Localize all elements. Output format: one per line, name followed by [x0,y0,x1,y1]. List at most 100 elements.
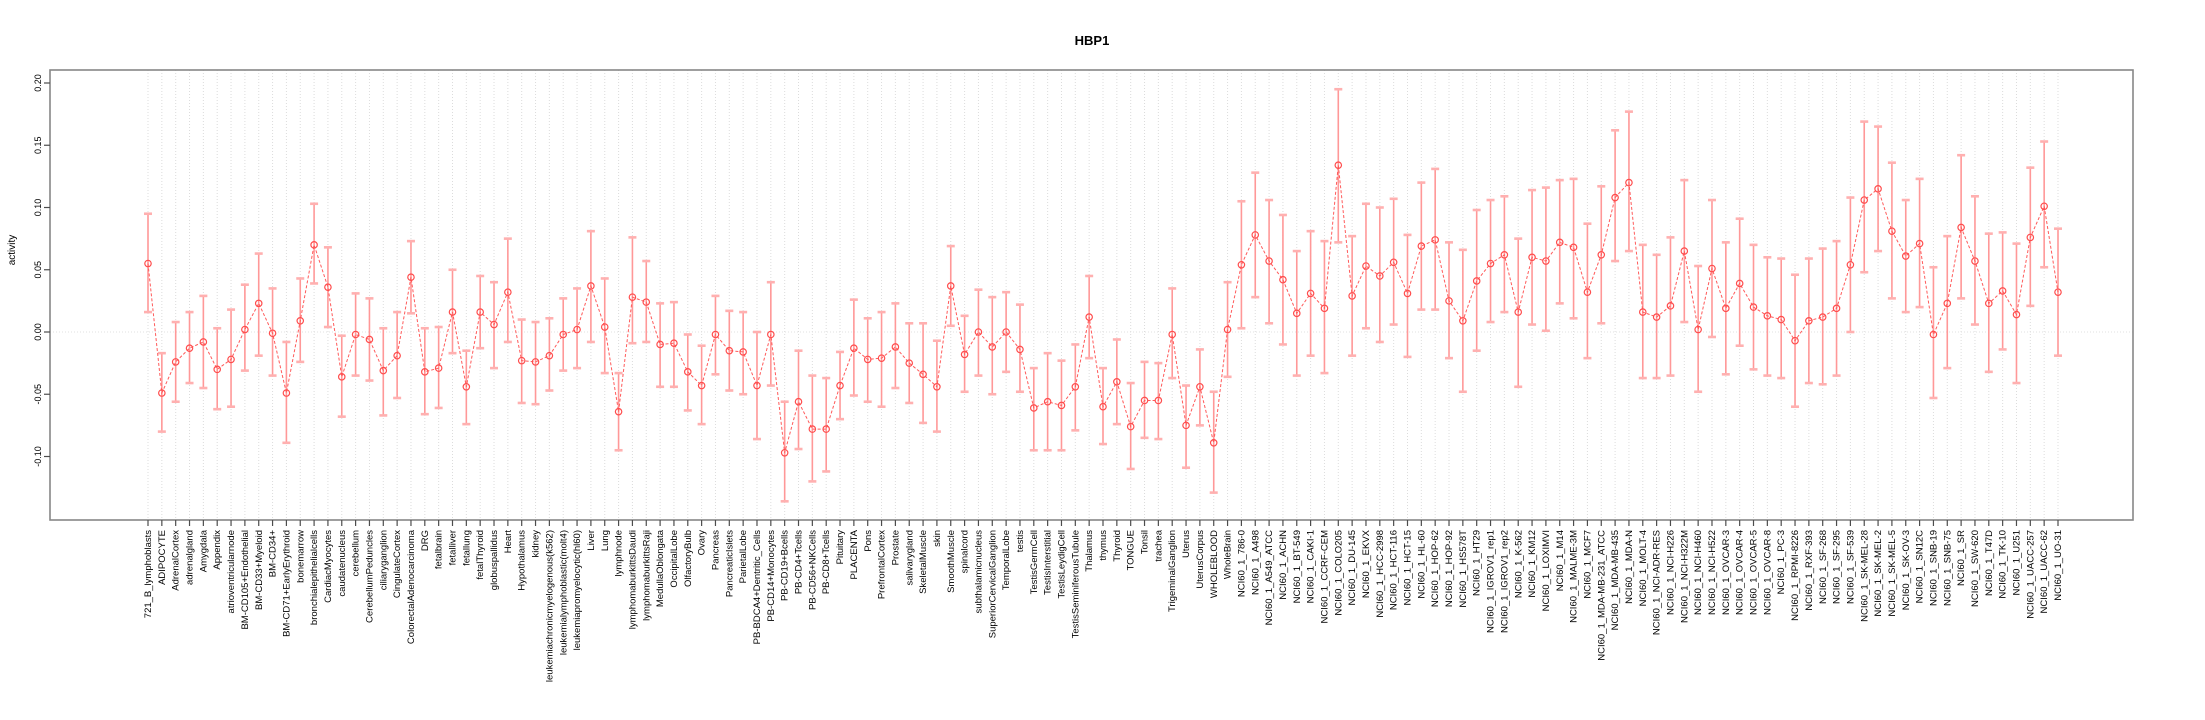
y-tick-label: 0.10 [33,199,43,217]
category-label: NCI60_1_786-0 [1236,530,1247,597]
data-point-marker [711,330,720,339]
category-label: NCI60_1_SN12C [1915,530,1926,604]
category-label: ciliaryganglion [378,530,389,590]
data-point-marker [1486,259,1495,268]
category-label: NCI60_1_NCI-H226 [1666,530,1677,615]
category-label: TestisSeminiferousTubule [1070,530,1081,638]
data-point-marker [490,320,498,329]
y-tick-label: -0.05 [33,384,43,405]
category-label: OccipitalLobe [669,530,680,588]
category-label: BM-CD71+EarlyErythroid [281,530,292,637]
category-label: NCI60_1_MDA-MB-231_ATCC [1596,530,1607,661]
category-label: UterusCorpus [1195,530,1206,589]
category-label: globuspallidus [489,530,500,590]
data-point-marker [1002,328,1010,336]
data-point-marker [213,365,222,374]
category-label: NCI60_1_MALME-3M [1569,530,1580,623]
data-point-marker [642,298,651,306]
category-label: DRG [420,530,431,551]
category-label: NCI60_1_LOXIMVI [1541,530,1552,611]
data-point-marker [600,323,609,331]
data-point-marker [988,343,997,351]
category-label: TemporalLobe [1001,530,1012,590]
category-label: CingulateCortex [392,530,403,598]
category-label: NCI60_1_CCRF-CEM [1319,530,1330,624]
category-label: Ovary [697,530,708,556]
data-point-marker [1971,257,1979,265]
data-point-marker [1279,275,1287,284]
category-label: ColorectalAdenocarcinoma [406,529,417,644]
data-point-marker [1569,243,1578,252]
category-label: NCI60_1_UACC-257 [2025,530,2036,619]
data-point-marker [1196,382,1204,391]
data-point-marker [1514,308,1523,316]
category-label: NCI60_1_COLO205 [1333,530,1344,616]
data-point-marker [1348,292,1356,300]
data-point-marker [1500,251,1509,259]
data-point-marker [1984,299,1993,308]
data-point-marker [1818,313,1827,321]
data-point-marker [1292,309,1301,318]
category-label: NCI60_1_SF-295 [1832,530,1843,604]
data-point-marker [517,356,526,365]
category-label: PrefrontalCortex [877,530,888,599]
category-label: NCI60_1_TK-10 [1998,530,2009,599]
data-point-marker [946,282,955,290]
category-label: trachea [1153,529,1164,561]
data-point-marker [1846,260,1855,269]
data-point-marker [171,358,180,366]
data-point-marker [337,373,346,381]
data-point-marker [1472,277,1481,285]
category-label: NCI60_1_NCI-ADR-RES [1652,530,1663,635]
data-point-marker [1915,239,1924,248]
category-label: NCI60_1_SK-MEL-5 [1887,530,1898,617]
category-label: NCI60_1_UACC-62 [2039,530,2050,613]
category-label: NCI60_1_PC-3 [1776,530,1787,594]
data-point-marker [241,325,249,334]
category-label: NCI60_1_SK-MEL-2 [1873,530,1884,617]
category-label: NCI60_1_HCT-15 [1403,530,1414,606]
data-point-marker [365,335,374,344]
data-point-marker [1791,336,1799,345]
category-label: NCI60_1_NCI-H322M [1679,530,1690,623]
data-point-marker [1113,377,1121,386]
category-label: PB-CD8+Tcells [821,530,832,594]
category-label: NCI60_1_DU-145 [1347,530,1358,606]
data-point-marker [808,425,817,433]
data-point-marker [1625,178,1633,187]
data-point-marker [1071,382,1080,391]
category-label: NCI60_1_HOP-92 [1444,530,1455,607]
data-point-marker [1154,396,1163,405]
category-label: ParietalLobe [738,530,749,583]
category-label: MedullaOblongata [655,529,666,607]
data-point-marker [1362,262,1370,270]
data-point-marker [780,448,789,457]
category-label: NCI60_1_MDA-N [1624,530,1635,604]
category-label: testis [1015,530,1026,552]
data-point-marker [227,355,235,364]
category-label: BM-CD105+Endothelial [240,530,251,630]
category-label: NCI60_1_CAKI-1 [1306,530,1317,603]
category-label: fetalliver [448,530,459,565]
category-label: Thalamus [1084,530,1095,572]
category-label: NCI60_1_ACHN [1278,530,1289,600]
category-label: Uterus [1181,530,1192,558]
data-point-marker [1168,330,1177,339]
category-label: Appendix [212,530,223,570]
data-point-marker [1708,264,1716,273]
category-label: skin [932,530,943,547]
data-point-marker [739,348,747,356]
category-label: NCI60_1_M14 [1555,530,1566,591]
category-label: adrenalgland [185,530,196,585]
data-point-marker [1043,397,1052,406]
category-label: TestisGermCell [1029,530,1040,594]
category-label: NCI60_1_HOP-62 [1430,530,1441,607]
chart-title: HBP1 [1075,33,1110,48]
category-label: Tonsil [1140,530,1151,554]
category-label: leukemialymphoblastic(molt4) [558,530,569,655]
category-label: Amygdala [198,529,209,572]
data-point-marker [1901,252,1910,260]
data-point-marker [1528,253,1536,262]
data-point-marker [1860,196,1869,204]
category-label: CardiacMyocytes [323,530,334,603]
